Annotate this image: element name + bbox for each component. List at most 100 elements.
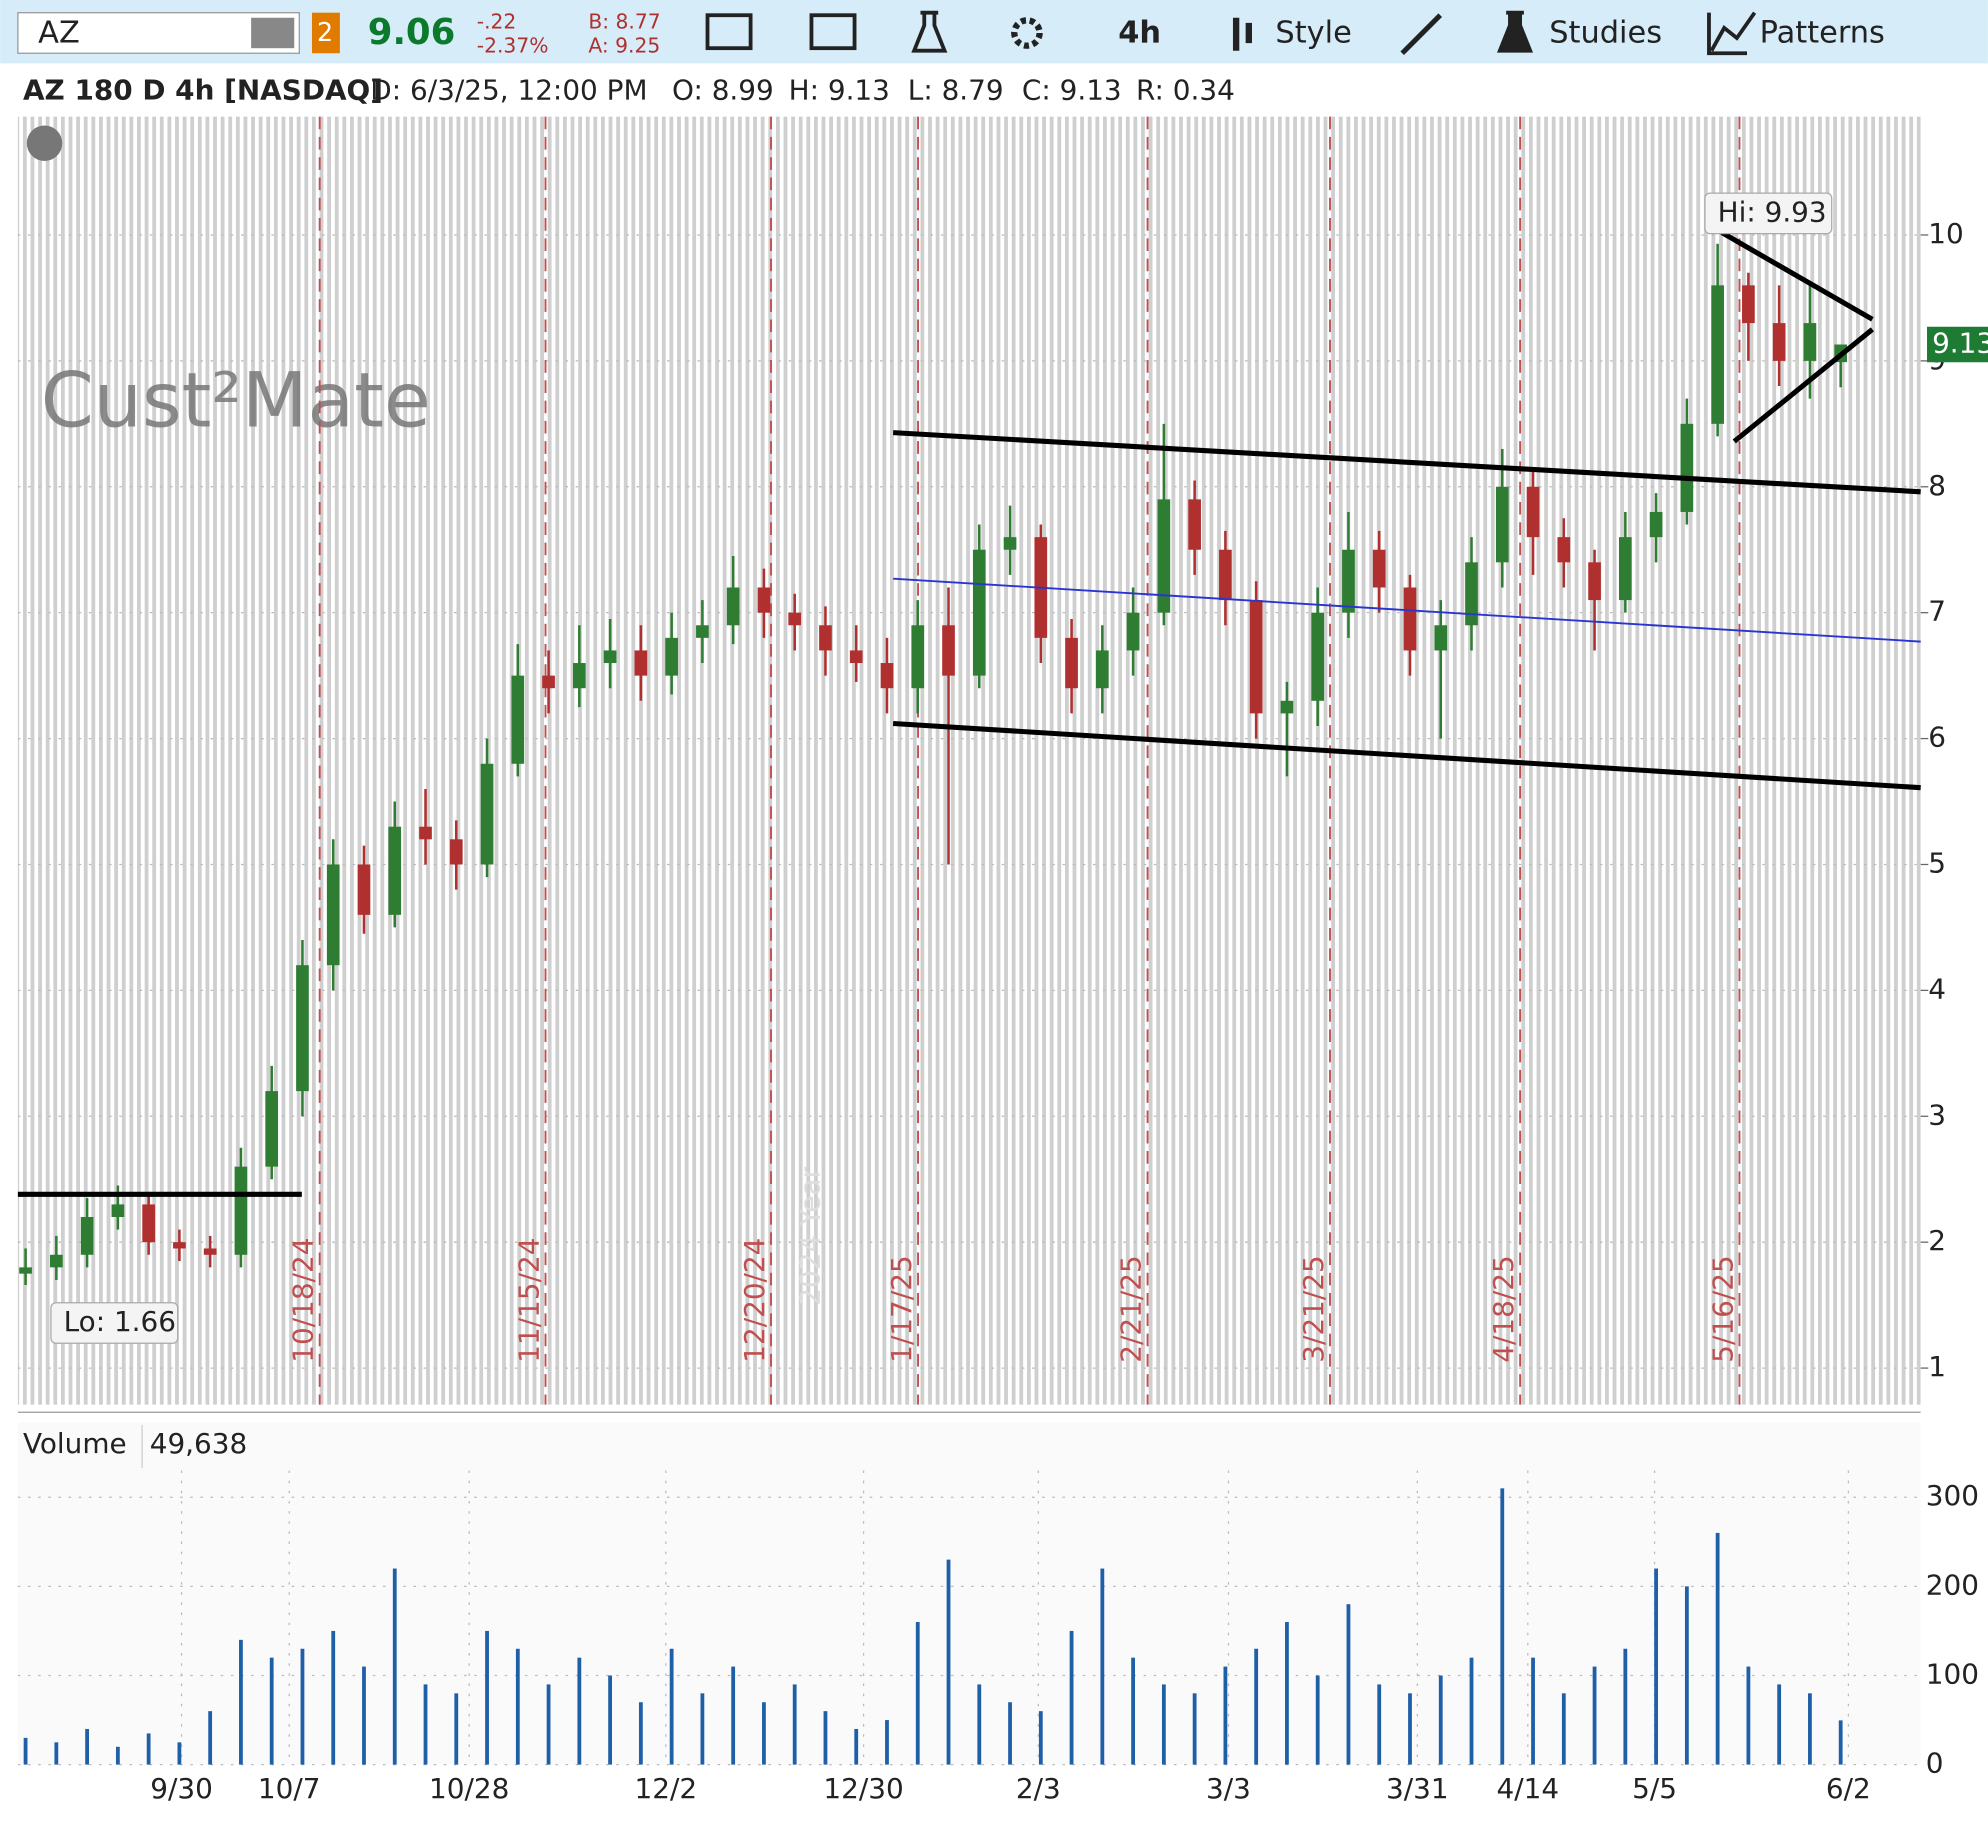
date-marker-label: 4/18/25 (1487, 1255, 1520, 1362)
info-range: R: 0.34 (1136, 73, 1235, 106)
y-tick-label: 7 (1928, 595, 1946, 628)
x-tick-label: 10/28 (429, 1772, 509, 1805)
candle-body (634, 650, 648, 676)
volume-bar (669, 1648, 674, 1765)
patterns-icon[interactable] (1707, 11, 1757, 56)
studies-icon[interactable] (1496, 10, 1534, 53)
volume-bar (608, 1675, 613, 1765)
style[interactable]: Style (1275, 16, 1351, 51)
candle-body (1403, 587, 1417, 651)
candle-body (911, 625, 925, 689)
volume-bar (762, 1702, 766, 1765)
candle-body (849, 650, 863, 664)
volume-bar (1592, 1666, 1597, 1765)
volume-bar (1808, 1693, 1812, 1765)
volume-bar (1561, 1693, 1566, 1765)
alert-icon[interactable] (26, 125, 63, 161)
annotation: Lo: 1.66 (64, 1305, 176, 1338)
candle-body (819, 625, 832, 651)
candle-body (111, 1204, 125, 1218)
candle-body (480, 763, 494, 865)
candle-body (265, 1091, 279, 1167)
aggregation[interactable]: 4h (1118, 16, 1161, 51)
date-marker-label: 5/16/25 (1706, 1255, 1739, 1362)
candle-body (1188, 499, 1201, 550)
volume-bar (700, 1693, 705, 1765)
volume-current: 49,638 (150, 1427, 248, 1460)
info-open: O: 8.99 (672, 73, 774, 106)
settings-icon[interactable] (1011, 17, 1043, 49)
link-badge[interactable] (311, 12, 340, 54)
candle-body (511, 675, 525, 764)
date-marker-label: 12/20/24 (738, 1238, 771, 1363)
candle-body (1342, 549, 1355, 613)
news-icon[interactable] (809, 13, 857, 51)
last: 9.06 (368, 12, 456, 53)
x-tick-label: 6/2 (1826, 1772, 1871, 1805)
candle-body (50, 1254, 63, 1268)
volume-bar (1531, 1657, 1535, 1765)
volume-bar (485, 1630, 489, 1765)
volume-bar (1315, 1675, 1320, 1765)
y-tick-label: 200 (1926, 1568, 1979, 1601)
volume-bar (115, 1746, 120, 1765)
info-date: D: 6/3/25, 12:00 PM (370, 73, 647, 106)
annotation-box (50, 1302, 179, 1344)
volume-bar (915, 1622, 920, 1765)
y-tick-label: 6 (1928, 721, 1946, 754)
volume-bar (1377, 1684, 1382, 1765)
volume-bar (1838, 1720, 1843, 1765)
volume-bar (1746, 1666, 1751, 1765)
candle-body (880, 663, 894, 689)
volume-bar (269, 1657, 274, 1765)
candle-body (696, 625, 709, 638)
volume-bar (577, 1657, 582, 1765)
volume-bar (854, 1728, 859, 1765)
date-marker-label: 11/15/24 (512, 1238, 545, 1363)
patterns[interactable]: Patterns (1760, 16, 1885, 51)
volume-bar (1438, 1675, 1443, 1765)
trend-line (1732, 327, 1874, 444)
volume-bar (823, 1711, 828, 1765)
volume-bar (239, 1639, 243, 1765)
volume-bar (1008, 1702, 1012, 1765)
volume-bar (977, 1684, 982, 1765)
candle-body (726, 587, 740, 626)
change: -.22 (477, 9, 517, 33)
volume-bar (1100, 1568, 1105, 1765)
volume-bar (1777, 1684, 1782, 1765)
date-marker-label: 3/21/25 (1297, 1255, 1330, 1362)
y-tick-label: 100 (1926, 1657, 1979, 1690)
volume-bar (177, 1742, 182, 1765)
x-tick-label: 4/14 (1497, 1772, 1560, 1805)
dropdown[interactable] (251, 17, 295, 49)
candle-body (1557, 537, 1571, 563)
candle-body (1126, 612, 1140, 651)
bid: B: 8.77 (588, 9, 660, 33)
x-tick-label: 12/30 (823, 1772, 903, 1805)
info-bar (15, 70, 1253, 112)
candle-body (1249, 600, 1263, 714)
candle-body (80, 1217, 94, 1255)
style-icon[interactable] (1232, 17, 1252, 51)
candle-body (1742, 285, 1755, 324)
candle-body (1495, 486, 1509, 563)
candle-body (1711, 285, 1724, 424)
share-icon[interactable] (705, 13, 753, 51)
studies[interactable]: Studies (1549, 16, 1662, 51)
lab-icon[interactable] (911, 10, 948, 53)
draw-icon[interactable] (1400, 13, 1443, 56)
candle-body (142, 1204, 155, 1243)
candle-body (1772, 323, 1786, 361)
volume-bar (1654, 1568, 1659, 1765)
volume-bar (85, 1728, 90, 1765)
info-high: H: 9.13 (789, 73, 890, 106)
volume-bar (1192, 1693, 1197, 1765)
candle-body (1434, 625, 1448, 651)
candle-body (942, 625, 955, 676)
candle-body (173, 1242, 186, 1249)
date-marker-label: 2/21/25 (1114, 1255, 1147, 1362)
candle-body (1219, 549, 1232, 601)
candle-body (788, 612, 802, 626)
